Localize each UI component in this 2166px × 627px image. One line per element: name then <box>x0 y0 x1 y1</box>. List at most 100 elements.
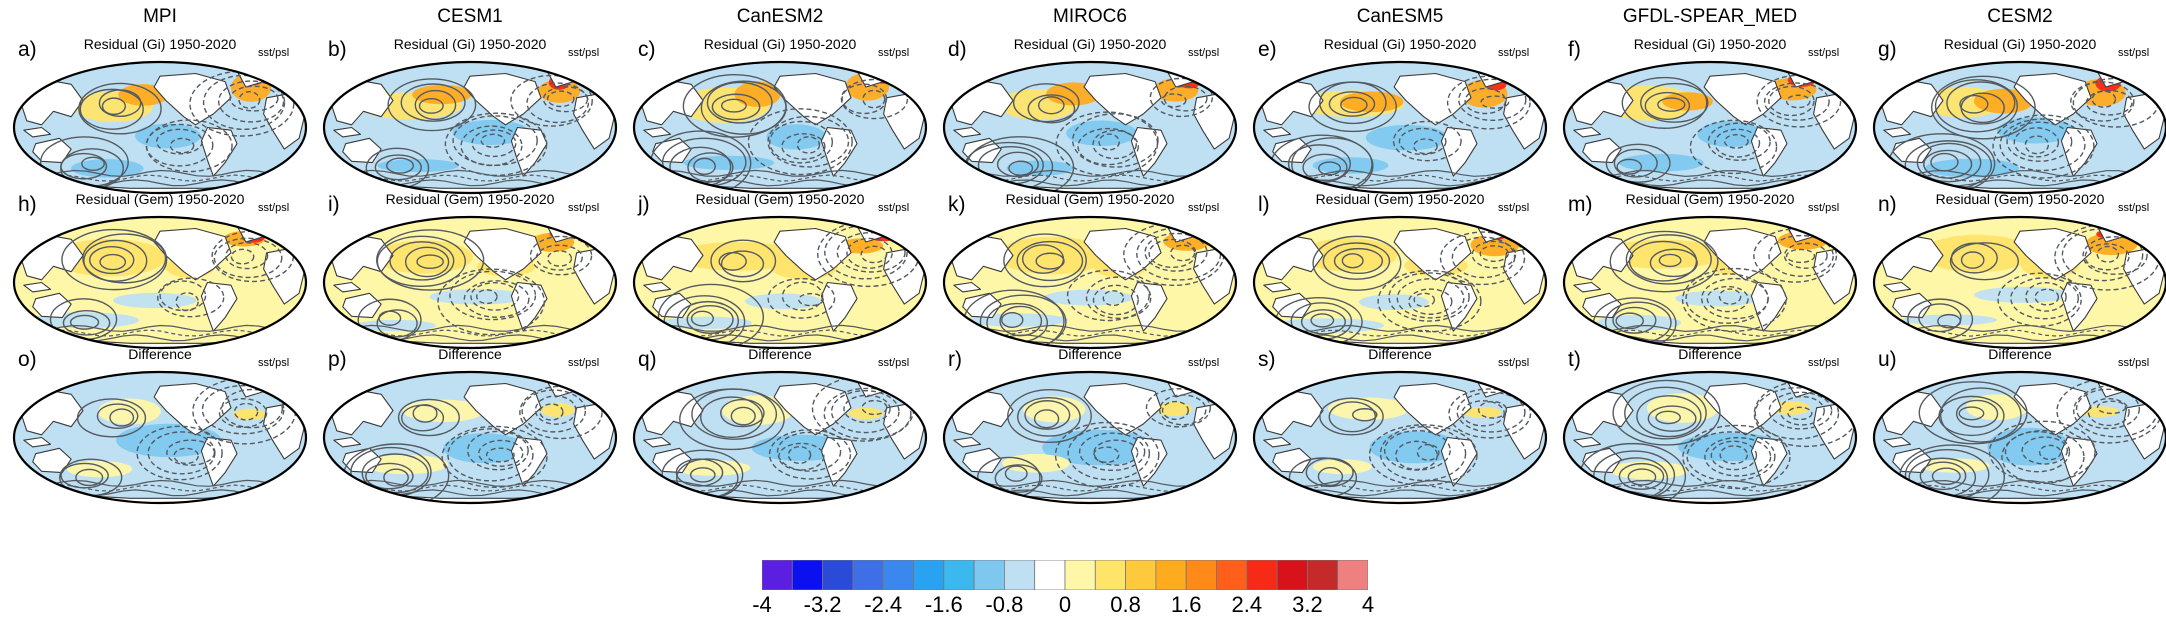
map-field <box>1564 372 1856 504</box>
variable-label: sst/psl <box>258 202 290 214</box>
colorbar-tick-label: -2.4 <box>864 592 903 617</box>
colorbar-tick-label: -1.6 <box>924 592 963 617</box>
panel-label: d) <box>948 38 967 61</box>
colorbar-tick-label: 1.6 <box>1170 592 1202 617</box>
panel-label: h) <box>18 193 37 216</box>
map-border <box>632 60 928 195</box>
panel-label: t) <box>1568 348 1581 371</box>
panel-label: n) <box>1878 193 1897 216</box>
map-field <box>14 217 306 349</box>
colorbar-swatch <box>822 559 854 591</box>
variable-label: sst/psl <box>1188 47 1220 59</box>
panel-title: Residual (Gi) 1950-2020 <box>1323 36 1477 52</box>
map-panel-5-0 <box>1562 60 1858 195</box>
map-panel-3-0 <box>942 60 1238 195</box>
map-border <box>632 370 928 505</box>
map-panel-1-2 <box>322 370 618 505</box>
map-border <box>1872 60 2166 195</box>
map-panel-6-0 <box>1872 60 2166 195</box>
map-border <box>1562 215 1858 350</box>
panel-label: c) <box>638 38 656 61</box>
colorbar-swatch <box>791 559 823 591</box>
map-field <box>944 372 1236 504</box>
map-field <box>1254 217 1546 349</box>
variable-label: sst/psl <box>878 357 910 369</box>
panel-label: a) <box>18 38 37 61</box>
colorbar-swatch <box>1064 559 1096 591</box>
panel-label: i) <box>328 193 340 216</box>
colorbar-swatch <box>882 559 914 591</box>
map-border <box>12 60 308 195</box>
model-title: GFDL-SPEAR_MED <box>1622 6 1798 27</box>
colorbar-swatch <box>761 559 793 591</box>
panel-title: Residual (Gi) 1950-2020 <box>393 36 547 52</box>
map-field <box>634 372 926 504</box>
colorbar-tick-label: 0 <box>1058 592 1072 617</box>
panel-title: Residual (Gi) 1950-2020 <box>703 36 857 52</box>
map-panel-2-1 <box>632 215 928 350</box>
panel-label: o) <box>18 348 37 371</box>
map-panel-3-1 <box>942 215 1238 350</box>
colorbar-tick-label: 0.8 <box>1110 592 1141 617</box>
colorbar-tick-label: -0.8 <box>985 592 1024 617</box>
variable-label: sst/psl <box>878 202 910 214</box>
colorbar-tick-label: -3.2 <box>803 592 842 617</box>
map-panel-2-0 <box>632 60 928 195</box>
map-field <box>324 62 616 194</box>
variable-label: sst/psl <box>1188 357 1220 369</box>
variable-label: sst/psl <box>1498 47 1530 59</box>
variable-label: sst/psl <box>2118 202 2150 214</box>
map-border <box>1872 215 2166 350</box>
map-panel-4-1 <box>1252 215 1548 350</box>
map-border <box>942 215 1238 350</box>
panel-label: p) <box>328 348 347 371</box>
colorbar-swatch <box>1276 559 1308 591</box>
variable-label: sst/psl <box>2118 47 2150 59</box>
colorbar-swatches <box>761 559 1369 591</box>
variable-label: sst/psl <box>258 357 290 369</box>
variable-label: sst/psl <box>1808 202 1840 214</box>
panel-label: u) <box>1878 348 1897 371</box>
variable-label: sst/psl <box>1498 202 1530 214</box>
variable-label: sst/psl <box>258 47 290 59</box>
panel-label: e) <box>1258 38 1277 61</box>
panel-title: Difference <box>128 346 192 362</box>
map-field <box>944 62 1236 194</box>
model-title: CESM1 <box>437 6 503 27</box>
map-border <box>1872 370 2166 505</box>
panel-title: Difference <box>1988 346 2052 362</box>
map-border <box>322 370 618 505</box>
panel-title: Residual (Gem) 1950-2020 <box>1935 191 2105 207</box>
panel-label: b) <box>328 38 347 61</box>
colorbar-swatch <box>1337 559 1369 591</box>
model-title: CanESM5 <box>1356 6 1444 27</box>
colorbar-tick-label: 4 <box>1361 592 1375 617</box>
map-field <box>944 217 1236 349</box>
panel-title: Residual (Gem) 1950-2020 <box>695 191 865 207</box>
colorbar-swatch <box>1216 559 1248 591</box>
panel-title: Residual (Gem) 1950-2020 <box>75 191 245 207</box>
map-border <box>322 215 618 350</box>
colorbar-swatch <box>1034 559 1066 591</box>
colorbar-swatch <box>973 559 1005 591</box>
colorbar <box>761 559 1369 595</box>
panel-label: m) <box>1568 193 1593 216</box>
panel-label: l) <box>1258 193 1270 216</box>
map-field <box>634 217 926 349</box>
panel-title: Residual (Gi) 1950-2020 <box>83 36 237 52</box>
panel-label: k) <box>948 193 966 216</box>
map-border <box>1252 370 1548 505</box>
variable-label: sst/psl <box>1498 357 1530 369</box>
colorbar-swatch <box>1125 559 1157 591</box>
variable-label: sst/psl <box>2118 357 2150 369</box>
panel-label: s) <box>1258 348 1276 371</box>
map-border <box>1252 215 1548 350</box>
map-panel-2-2 <box>632 370 928 505</box>
panel-label: r) <box>948 348 962 371</box>
map-border <box>1562 370 1858 505</box>
variable-label: sst/psl <box>1808 357 1840 369</box>
panel-title: Residual (Gi) 1950-2020 <box>1633 36 1787 52</box>
panel-label: f) <box>1568 38 1581 61</box>
variable-label: sst/psl <box>568 47 600 59</box>
map-border <box>1562 60 1858 195</box>
